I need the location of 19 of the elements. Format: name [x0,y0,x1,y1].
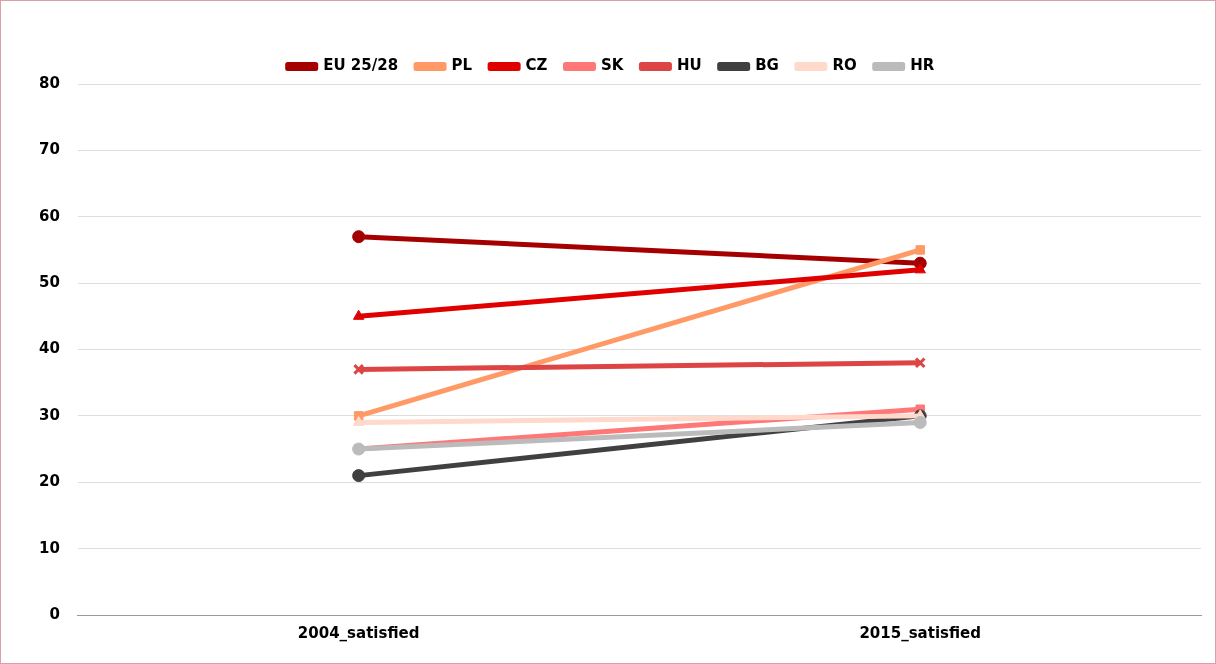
x-tick-label: 2015_satisfied [859,623,982,642]
legend-label: PL [451,56,473,75]
y-tick-label: 0 [49,604,60,623]
legend-label: RO [832,56,857,75]
legend-label: EU 25/28 [323,56,399,75]
y-tick-label: 40 [39,339,60,358]
y-tick-label: 20 [39,472,60,491]
y-tick-label: 10 [39,538,60,557]
legend-label: CZ [525,56,548,75]
x-tick-label: 2004_satisfied [297,623,420,642]
y-tick-label: 80 [39,73,60,92]
y-tick-label: 50 [39,273,60,292]
legend-label: HU [676,56,702,75]
y-tick-label: 60 [39,206,60,225]
y-tick-label: 70 [39,140,60,159]
y-tick-label: 30 [39,405,60,424]
legend-label: SK [601,56,625,75]
legend-label: HR [910,56,935,75]
legend-label: BG [755,56,779,75]
